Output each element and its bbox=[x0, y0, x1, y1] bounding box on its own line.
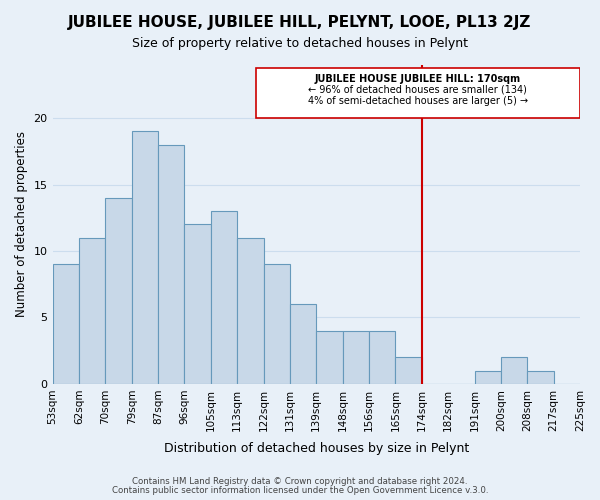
Bar bbox=[79, 238, 105, 384]
Bar bbox=[53, 264, 79, 384]
Bar bbox=[501, 358, 527, 384]
Bar bbox=[395, 358, 422, 384]
Text: 4% of semi-detached houses are larger (5) →: 4% of semi-detached houses are larger (5… bbox=[308, 96, 528, 106]
Bar bbox=[316, 331, 343, 384]
FancyBboxPatch shape bbox=[256, 68, 580, 118]
Text: Size of property relative to detached houses in Pelynt: Size of property relative to detached ho… bbox=[132, 38, 468, 51]
Bar bbox=[184, 224, 211, 384]
Bar bbox=[343, 331, 369, 384]
Text: JUBILEE HOUSE JUBILEE HILL: 170sqm: JUBILEE HOUSE JUBILEE HILL: 170sqm bbox=[315, 74, 521, 84]
Text: ← 96% of detached houses are smaller (134): ← 96% of detached houses are smaller (13… bbox=[308, 85, 527, 95]
Text: Contains HM Land Registry data © Crown copyright and database right 2024.: Contains HM Land Registry data © Crown c… bbox=[132, 477, 468, 486]
Bar bbox=[158, 144, 184, 384]
Bar bbox=[131, 132, 158, 384]
Bar bbox=[105, 198, 131, 384]
Bar bbox=[211, 211, 237, 384]
Y-axis label: Number of detached properties: Number of detached properties bbox=[15, 132, 28, 318]
Bar bbox=[475, 370, 501, 384]
Bar bbox=[237, 238, 263, 384]
Bar bbox=[369, 331, 395, 384]
Text: Contains public sector information licensed under the Open Government Licence v.: Contains public sector information licen… bbox=[112, 486, 488, 495]
Text: JUBILEE HOUSE, JUBILEE HILL, PELYNT, LOOE, PL13 2JZ: JUBILEE HOUSE, JUBILEE HILL, PELYNT, LOO… bbox=[68, 15, 532, 30]
Bar bbox=[527, 370, 554, 384]
Bar bbox=[263, 264, 290, 384]
X-axis label: Distribution of detached houses by size in Pelynt: Distribution of detached houses by size … bbox=[164, 442, 469, 455]
Bar bbox=[290, 304, 316, 384]
